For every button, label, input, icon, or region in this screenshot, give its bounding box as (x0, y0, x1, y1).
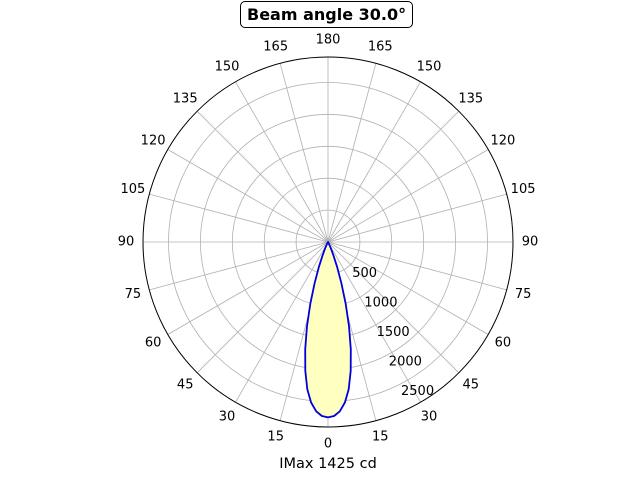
chart-title: Beam angle 30.0° (240, 1, 414, 28)
angle-tick-right-5: 90 (522, 235, 539, 250)
angle-tick-left-4: 60 (145, 336, 162, 351)
angle-tick-right-10: 165 (368, 39, 393, 54)
angular-grid-line (327, 110, 460, 243)
angular-grid-line (327, 149, 489, 243)
angle-tick-right-2: 45 (463, 377, 480, 392)
angle-tick-left-5: 75 (125, 287, 142, 302)
angular-grid-line (327, 241, 507, 291)
angular-grid-line (327, 241, 421, 403)
angular-grid-line (167, 241, 329, 335)
angular-grid-line (327, 241, 489, 335)
radial-tick-2: 1500 (377, 325, 410, 340)
angle-tick-right-3: 60 (495, 336, 512, 351)
angle-tick-right-6: 105 (511, 182, 536, 197)
angle-tick-left-12: 180 (316, 33, 341, 48)
radial-tick-0: 500 (352, 266, 377, 281)
angle-tick-left-3: 45 (177, 377, 194, 392)
angle-tick-left-9: 135 (173, 92, 198, 107)
angle-tick-right-7: 120 (490, 134, 515, 149)
angle-tick-left-11: 165 (263, 39, 288, 54)
angle-tick-left-2: 30 (219, 409, 236, 424)
angle-tick-left-8: 120 (141, 134, 166, 149)
angle-tick-left-6: 90 (118, 235, 135, 250)
angular-grid-line (235, 81, 329, 243)
angle-tick-left-10: 150 (215, 60, 240, 75)
angle-tick-left-7: 105 (120, 182, 145, 197)
angle-tick-right-4: 75 (515, 287, 532, 302)
radial-tick-4: 2500 (401, 384, 434, 399)
radial-tick-1: 1000 (364, 295, 397, 310)
angular-grid-line (149, 241, 329, 291)
angular-grid-line (327, 63, 377, 243)
angular-grid-line (279, 63, 329, 243)
angular-grid-line (327, 81, 421, 243)
angular-grid-line (235, 241, 329, 403)
x-axis-label: IMax 1425 cd (279, 456, 377, 472)
angular-grid-line (327, 193, 507, 243)
angular-grid (143, 57, 513, 427)
angle-tick-right-1: 30 (421, 409, 438, 424)
angular-grid-line (196, 241, 329, 374)
angle-tick-right-8: 135 (458, 92, 483, 107)
angular-grid-line (196, 110, 329, 243)
radial-tick-labels: 500 1000 1500 2000 2500 (352, 266, 434, 399)
angle-tick-right-0: 15 (372, 430, 389, 445)
angular-grid-line (149, 193, 329, 243)
angular-grid-line (327, 241, 460, 374)
radial-tick-3: 2000 (389, 354, 422, 369)
series-layer (304, 241, 352, 419)
angle-tick-left-0: 0 (324, 437, 332, 452)
beam-fill (305, 242, 351, 418)
angle-tick-right-9: 150 (417, 60, 442, 75)
angle-tick-labels: 0 15 30 45 60 75 90 105 120 135 150 165 180 15 30 45 60 7… (118, 33, 539, 452)
beam-curve (304, 241, 352, 419)
angular-grid-line (167, 149, 329, 243)
angle-tick-left-1: 15 (267, 430, 284, 445)
plot-boundary (142, 56, 514, 428)
